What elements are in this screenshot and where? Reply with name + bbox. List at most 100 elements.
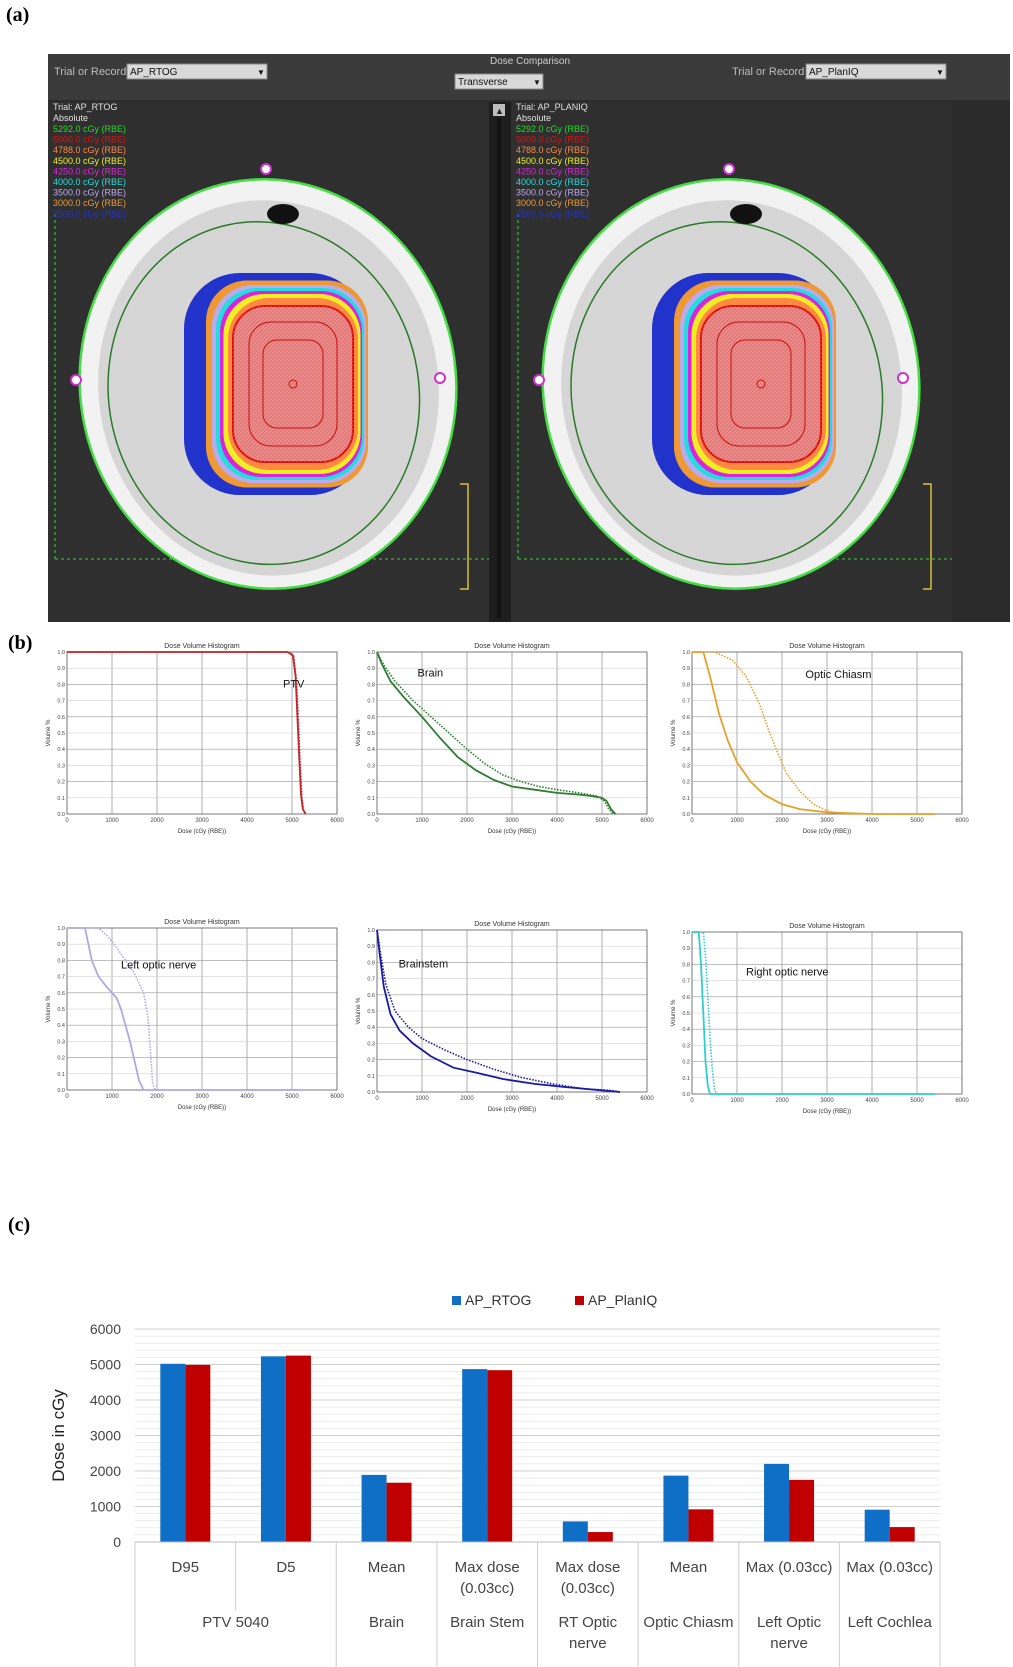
fiducial-marker-icon <box>897 372 909 384</box>
dvh-canvas: Dose Volume Histogram 0 1000 2000 3000 4000 50… <box>671 643 969 835</box>
metric-label: Max (0.03cc) <box>846 1559 933 1576</box>
y-tick-label: 0.3 <box>682 1043 690 1049</box>
x-tick-label: 1000 <box>105 818 119 824</box>
y-tick-label: 0.9 <box>367 666 375 672</box>
left-trial-select-value: AP_RTOG <box>130 67 178 78</box>
bar-ap-rtog <box>562 1521 588 1542</box>
dvh-title: Dose Volume Histogram <box>789 923 865 930</box>
dvh-structure-label: Right optic nerve <box>746 967 829 979</box>
ruler-bracket <box>460 483 469 590</box>
x-tick-label: 2000 <box>150 1094 164 1100</box>
y-tick-label: 0.6 <box>682 995 690 1001</box>
x-tick-label: 0 <box>375 818 379 824</box>
bar-ap-rtog <box>864 1509 890 1542</box>
metric-label: Max dose <box>455 1559 520 1576</box>
x-tick-label: 1000 <box>730 818 744 824</box>
y-tick-label: 0.1 <box>367 796 375 802</box>
viewer-scrollbar[interactable]: ▲ <box>493 104 505 618</box>
x-tick-label: 1000 <box>415 818 429 824</box>
structure-label: Optic Chiasm <box>643 1614 733 1631</box>
fiducial-marker-icon <box>260 163 272 175</box>
y-tick-label: 0.8 <box>682 962 690 968</box>
structure-label: Brain <box>369 1614 404 1631</box>
dvh-series-solid <box>376 651 617 815</box>
panel-label-b: (b) <box>8 632 33 654</box>
isocenter-icon <box>756 379 766 389</box>
dvh-structure-label: PTV <box>283 679 305 691</box>
x-tick-label: 2000 <box>460 1096 474 1102</box>
dvh-title: Dose Volume Histogram <box>789 643 865 650</box>
x-tick-label: 6000 <box>640 1096 654 1102</box>
x-tick-label: 2000 <box>460 818 474 824</box>
dvh-canvas: Dose Volume Histogram 0 1000 2000 3000 4000 50… <box>356 643 654 835</box>
x-tick-label: 4000 <box>240 818 254 824</box>
dvh-title: Dose Volume Histogram <box>474 921 550 928</box>
bar-ap-planiq <box>487 1370 513 1542</box>
y-tick-label: 0.0 <box>367 1090 375 1096</box>
left-trial-select[interactable]: AP_RTOG ▼ <box>126 63 268 80</box>
y-tick-label: 0.9 <box>57 666 65 672</box>
bar-ap-rtog <box>462 1369 488 1542</box>
dose-hatching <box>233 306 353 462</box>
metric-label: D95 <box>172 1559 200 1576</box>
dvh-series-solid <box>67 927 301 1091</box>
x-tick-label: 0 <box>690 1098 694 1104</box>
bar-ap-planiq <box>386 1482 412 1542</box>
x-tick-label: 4000 <box>550 818 564 824</box>
plot-frame <box>691 651 963 815</box>
x-tick-label: 2000 <box>775 818 789 824</box>
y-tick-label: 0.7 <box>57 699 65 705</box>
dvh-series-dotted <box>376 651 614 815</box>
right-trial-select[interactable]: AP_PlanIQ ▼ <box>805 63 947 80</box>
x-tick-label: 6000 <box>955 1098 969 1104</box>
x-tick-label: 5000 <box>285 818 299 824</box>
fiducial-marker-icon <box>70 374 82 386</box>
x-axis-label: Dose (cGy (RBE)) <box>178 1105 226 1111</box>
x-tick-label: 3000 <box>505 818 519 824</box>
x-tick-label: 1000 <box>730 1098 744 1104</box>
dvh-title: Dose Volume Histogram <box>164 643 240 650</box>
y-tick-label: 0.4 <box>682 1027 690 1033</box>
y-tick-label: 0.0 <box>367 812 375 818</box>
dvh-series-dotted <box>692 931 935 1095</box>
x-tick-label: 3000 <box>820 818 834 824</box>
isodose-legend-item: 4000.0 cGy (RBE) <box>53 177 126 187</box>
x-tick-label: 3000 <box>195 1094 209 1100</box>
dvh-structure-label: Brainstem <box>399 958 449 970</box>
structure-label: Left Optic <box>757 1614 822 1631</box>
structure-label: RT Optic <box>558 1614 617 1631</box>
y-tick-label: 0.5 <box>682 1011 690 1017</box>
trial-name: Trial: AP_PLANIQ <box>516 102 588 112</box>
panel-label-a: (a) <box>6 4 30 26</box>
isodose-legend-item: 4500.0 cGy (RBE) <box>53 156 126 166</box>
legend-swatch <box>575 1296 584 1305</box>
y-tick-label: 0.1 <box>367 1074 375 1080</box>
y-tick-label: 0.6 <box>682 715 690 721</box>
dvh-series-dotted <box>376 929 621 1093</box>
dvh-series-solid <box>692 651 935 815</box>
view-orientation-select[interactable]: Transverse ▼ <box>454 73 544 90</box>
view-dropdown-arrow-icon: ▼ <box>533 78 541 87</box>
bar-y-tick-label: 1000 <box>90 1499 121 1515</box>
y-tick-label: 0.6 <box>367 993 375 999</box>
dvh-canvas: Dose Volume Histogram 0 1000 2000 3000 4000 50… <box>671 923 969 1115</box>
y-tick-label: 0.0 <box>682 1092 690 1098</box>
y-tick-label: 0.4 <box>367 1025 375 1031</box>
scroll-up-icon: ▲ <box>495 106 504 116</box>
y-tick-label: 0.0 <box>57 812 65 818</box>
y-tick-label: 0.4 <box>57 747 65 753</box>
y-tick-label: 0.1 <box>57 796 65 802</box>
y-tick-label: 0.2 <box>682 780 690 786</box>
isodose-legend-item: 2500.0 cGy (RBE) <box>516 209 589 219</box>
bar-y-tick-label: 6000 <box>90 1321 121 1337</box>
metric-label: (0.03cc) <box>460 1580 514 1597</box>
structure-label: nerve <box>569 1635 607 1652</box>
bar-ap-planiq <box>285 1355 311 1542</box>
fiducial-marker-icon <box>533 374 545 386</box>
x-axis-label: Dose (cGy (RBE)) <box>803 829 851 835</box>
x-tick-label: 1000 <box>105 1094 119 1100</box>
bar-ap-planiq <box>889 1527 915 1542</box>
y-tick-label: 0.4 <box>367 747 375 753</box>
